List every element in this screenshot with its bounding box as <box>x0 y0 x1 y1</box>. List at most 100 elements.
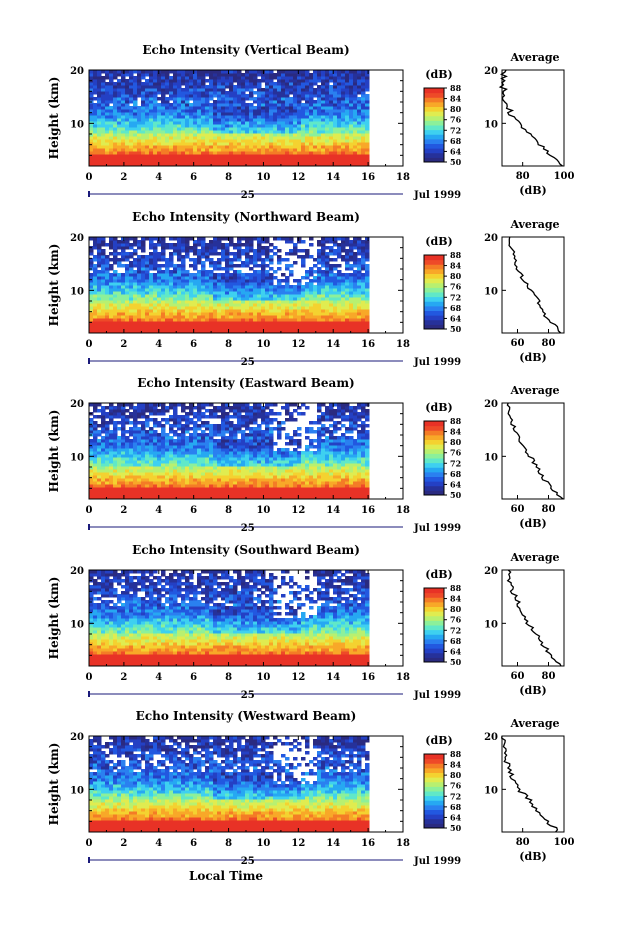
heatmap-cell <box>313 73 318 77</box>
heatmap-cell <box>93 258 98 262</box>
heatmap-cell <box>201 130 206 134</box>
heatmap-cell <box>269 303 274 307</box>
heatmap-cell <box>253 73 258 77</box>
heatmap-cell <box>233 243 238 247</box>
heatmap-cell <box>265 246 270 250</box>
heatmap-cell <box>93 493 98 497</box>
heatmap-cell <box>133 481 138 485</box>
heatmap-cell <box>93 306 98 310</box>
heatmap-cell <box>113 448 118 452</box>
heatmap-cell <box>173 118 178 122</box>
heatmap-cell <box>217 327 222 331</box>
heatmap-cell <box>173 303 178 307</box>
heatmap-cell <box>261 261 266 265</box>
heatmap-cell <box>341 109 346 113</box>
heatmap-cell <box>109 279 114 283</box>
heatmap-cell <box>313 312 318 316</box>
heatmap-cell <box>337 237 342 241</box>
heatmap-cell <box>157 130 162 134</box>
heatmap-cell <box>133 252 138 256</box>
heatmap-cell <box>225 94 230 98</box>
heatmap-cell <box>345 127 350 131</box>
heatmap-cell <box>361 255 366 259</box>
heatmap-cell <box>129 318 134 322</box>
heatmap-cell <box>309 124 314 128</box>
heatmap-cell <box>109 472 114 476</box>
heatmap-cell <box>333 136 338 140</box>
heatmap-cell <box>281 279 286 283</box>
heatmap-cell <box>193 73 198 77</box>
heatmap-cell <box>325 106 330 110</box>
heatmap-cell <box>225 321 230 325</box>
heatmap-cell <box>93 430 98 434</box>
heatmap-cell <box>353 82 358 86</box>
heatmap-cell <box>305 285 310 289</box>
heatmap-cell <box>345 252 350 256</box>
heatmap-cell <box>193 243 198 247</box>
heatmap-cell <box>109 79 114 83</box>
heatmap-cell <box>125 409 130 413</box>
heatmap-cell <box>289 291 294 295</box>
heatmap-cell <box>317 282 322 286</box>
heatmap-cell <box>121 418 126 422</box>
heatmap-cell <box>301 103 306 107</box>
heatmap-cell <box>325 264 330 268</box>
heatmap-cell <box>157 85 162 89</box>
heatmap-cell <box>157 243 162 247</box>
heatmap-cell <box>361 309 366 313</box>
heatmap-cell <box>129 88 134 92</box>
heatmap-cell <box>149 282 154 286</box>
heatmap-cell <box>161 136 166 140</box>
heatmap-cell <box>321 70 326 74</box>
heatmap-cell <box>125 303 130 307</box>
heatmap-cell <box>245 79 250 83</box>
heatmap-cell <box>185 70 190 74</box>
colorbar-swatch <box>424 97 444 103</box>
heatmap-cell <box>161 306 166 310</box>
heatmap-cell <box>153 430 158 434</box>
heatmap-cell <box>133 294 138 298</box>
heatmap-cell <box>189 115 194 119</box>
heatmap-cell <box>193 97 198 101</box>
heatmap-cell <box>181 91 186 95</box>
heatmap-cell <box>177 148 182 152</box>
heatmap-cell <box>169 112 174 116</box>
heatmap-cell <box>221 303 226 307</box>
heatmap-cell <box>341 327 346 331</box>
heatmap-cell <box>349 124 354 128</box>
heatmap-cell <box>149 279 154 283</box>
heatmap-cell <box>137 115 142 119</box>
heatmap-cell <box>201 127 206 131</box>
heatmap-cell <box>253 139 258 143</box>
heatmap-cell <box>285 130 290 134</box>
heatmap-cell <box>169 255 174 259</box>
heatmap-cell <box>301 148 306 152</box>
heatmap-cell <box>237 160 242 164</box>
heatmap-cell <box>181 279 186 283</box>
heatmap-cell <box>185 327 190 331</box>
heatmap-cell <box>117 466 122 470</box>
heatmap-cell <box>149 109 154 113</box>
heatmap-cell <box>257 154 262 158</box>
heatmap-cell <box>345 163 350 167</box>
heatmap-cell <box>137 324 142 328</box>
heatmap-cell <box>301 79 306 83</box>
heatmap-cell <box>217 264 222 268</box>
heatmap-cell <box>325 330 330 334</box>
heatmap-cell <box>165 261 170 265</box>
heatmap-cell <box>209 76 214 80</box>
heatmap-cell <box>237 300 242 304</box>
heatmap-cell <box>217 118 222 122</box>
colorbar-swatch <box>424 255 444 261</box>
heatmap-cell <box>177 121 182 125</box>
heatmap-cell <box>241 88 246 92</box>
heatmap-cell <box>177 312 182 316</box>
heatmap-cell <box>157 240 162 244</box>
heatmap-cell <box>325 282 330 286</box>
heatmap-cell <box>105 327 110 331</box>
heatmap-cell <box>125 240 130 244</box>
heatmap-cell <box>341 321 346 325</box>
heatmap-cell <box>189 79 194 83</box>
heatmap-cell <box>233 157 238 161</box>
heatmap-cell <box>233 127 238 131</box>
